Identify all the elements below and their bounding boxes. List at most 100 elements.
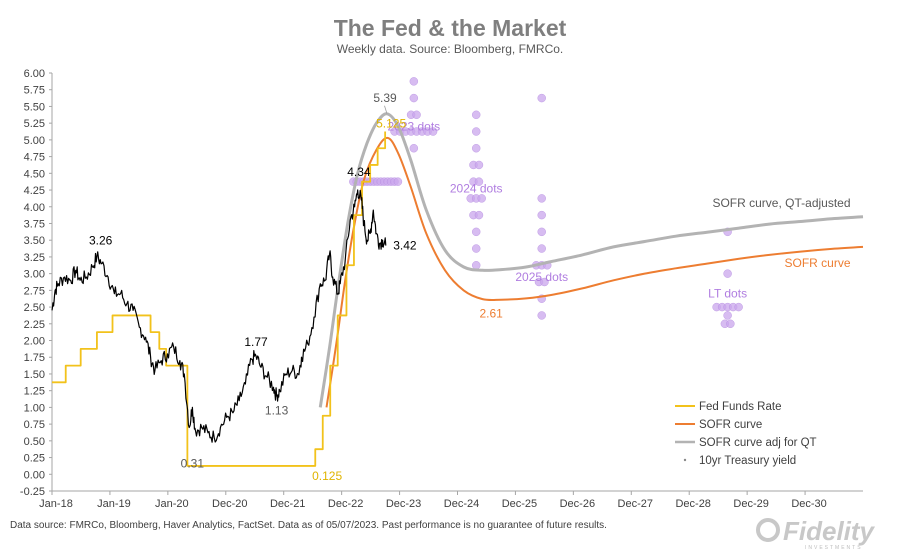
y-tick-label: 3.75 — [24, 218, 45, 230]
sofr-qt-adjusted-line — [318, 112, 864, 408]
fomc-dot — [477, 194, 486, 203]
annotation-label: SOFR curve, QT-adjusted — [712, 196, 850, 210]
y-tick-label: 5.00 — [24, 135, 45, 147]
annotation-label: 4.34 — [347, 165, 371, 179]
y-tick-label: 5.75 — [24, 85, 45, 97]
annotation-label: 5.125 — [376, 117, 406, 131]
annotation-label: 5.39 — [373, 91, 397, 105]
fed-funds-rate-line — [52, 131, 387, 467]
fomc-dot — [474, 177, 484, 186]
annotation-label: 1.13 — [265, 404, 289, 418]
y-tick-label: 2.00 — [24, 336, 45, 348]
y-tick-label: -0.25 — [20, 486, 45, 498]
x-tick-label: Dec-27 — [618, 498, 653, 510]
annotation-label: 3.42 — [393, 239, 417, 253]
x-tick-label: Dec-24 — [444, 498, 479, 510]
fomc-dot — [474, 210, 484, 220]
y-tick-label: 4.25 — [24, 185, 45, 197]
fomc-dot — [537, 194, 546, 203]
x-tick-label: Dec-20 — [212, 498, 247, 510]
fomc-dot — [723, 269, 732, 278]
fomc-dot — [412, 110, 421, 120]
x-tick-label: Jan-20 — [155, 498, 189, 510]
fomc-dot — [472, 127, 481, 136]
legend-label: Fed Funds Rate — [699, 401, 781, 413]
y-tick-label: 2.75 — [24, 285, 45, 297]
legend-label: SOFR curve — [699, 419, 762, 431]
legend-label: 10yr Treasury yield — [699, 455, 796, 467]
x-tick-label: Dec-21 — [270, 498, 305, 510]
x-tick-label: Dec-25 — [502, 498, 537, 510]
y-tick-label: 5.50 — [24, 101, 45, 113]
plot-area: 6.00 5.75 5.50 5.25 5.00 4.75 4.50 4.25 4.00 3.75… — [20, 68, 864, 510]
fomc-dot — [472, 110, 481, 120]
fomc-dot — [537, 227, 546, 237]
y-tick-label: 0.00 — [24, 469, 45, 481]
dot-plot-label: 2024 dots — [450, 182, 503, 196]
y-tick-label: 0.50 — [24, 436, 45, 448]
fomc-dot — [472, 227, 481, 237]
y-tick-label: 4.50 — [24, 168, 45, 180]
fomc-dot — [537, 210, 546, 220]
y-tick-label: 1.50 — [24, 369, 45, 381]
y-tick-label: 2.50 — [24, 302, 45, 314]
y-tick-label: 5.25 — [24, 118, 45, 130]
fomc-dot — [428, 127, 438, 136]
y-tick-label: 3.00 — [24, 269, 45, 281]
annotation-label: 0.31 — [181, 457, 205, 471]
y-tick-label: 0.25 — [24, 453, 45, 465]
fidelity-logo-text: Fidelity — [783, 516, 876, 546]
annotation-label: SOFR curve — [785, 256, 851, 270]
y-tick-label: 4.75 — [24, 152, 45, 164]
annotation-label: 2.61 — [479, 307, 503, 321]
y-tick-label: 1.75 — [24, 352, 45, 364]
x-tick-label: Dec-28 — [675, 498, 710, 510]
fomc-dot — [540, 277, 549, 287]
x-tick-label: Jan-19 — [97, 498, 131, 510]
fomc-dot — [409, 77, 419, 86]
fomc-dot — [537, 311, 546, 320]
dot-plot-label: 2025 dots — [515, 270, 568, 284]
fomc-dot — [409, 93, 419, 103]
y-tick-label: 0.75 — [24, 419, 45, 431]
fomc-dot — [409, 144, 419, 153]
x-tick-label: Dec-23 — [386, 498, 421, 510]
fomc-dot — [723, 311, 732, 320]
footer-note: Data source: FMRCo, Bloomberg, Haver Ana… — [10, 520, 607, 531]
x-tick-label: Dec-29 — [733, 498, 768, 510]
annotation-label: 0.125 — [312, 469, 342, 483]
fomc-dot — [734, 302, 743, 312]
annotation-label: 1.77 — [244, 335, 268, 349]
fomc-dot — [537, 93, 546, 103]
y-tick-label: 6.00 — [24, 68, 45, 80]
y-tick-label: 1.00 — [24, 402, 45, 414]
fidelity-logo-mark — [756, 518, 780, 542]
y-tick-label: 3.50 — [24, 235, 45, 247]
y-tick-label: 1.25 — [24, 386, 45, 398]
fomc-dot — [474, 160, 484, 170]
x-tick-label: Dec-22 — [328, 498, 363, 510]
legend: Fed Funds Rate SOFR curve SOFR curve adj f… — [675, 401, 817, 467]
sofr-curve-line — [325, 136, 864, 408]
chart-title: The Fed & the Market — [334, 15, 567, 41]
x-tick-label: Dec-26 — [560, 498, 595, 510]
chart-subtitle: Weekly data. Source: Bloomberg, FMRCo. — [337, 42, 564, 56]
fomc-dot — [726, 319, 735, 328]
fomc-dot — [537, 244, 546, 253]
fidelity-logo: Fidelity INVESTMENTS — [756, 516, 876, 551]
peak-leader-line — [384, 105, 388, 114]
y-tick-label: 3.25 — [24, 252, 45, 264]
x-tick-label: Jan-18 — [39, 498, 73, 510]
annotation-label: 3.26 — [89, 233, 113, 247]
fomc-dot — [472, 261, 481, 270]
legend-swatch-treasury-10yr-line — [683, 458, 687, 462]
legend-label: SOFR curve adj for QT — [699, 437, 817, 449]
x-tick-label: Dec-30 — [791, 498, 826, 510]
fidelity-logo-subtext: INVESTMENTS — [805, 545, 863, 551]
fomc-dot-2022 — [393, 177, 403, 186]
dot-plot-label: LT dots — [708, 287, 747, 301]
treasury-10yr-line — [51, 189, 387, 443]
y-tick-label: 4.00 — [24, 202, 45, 214]
